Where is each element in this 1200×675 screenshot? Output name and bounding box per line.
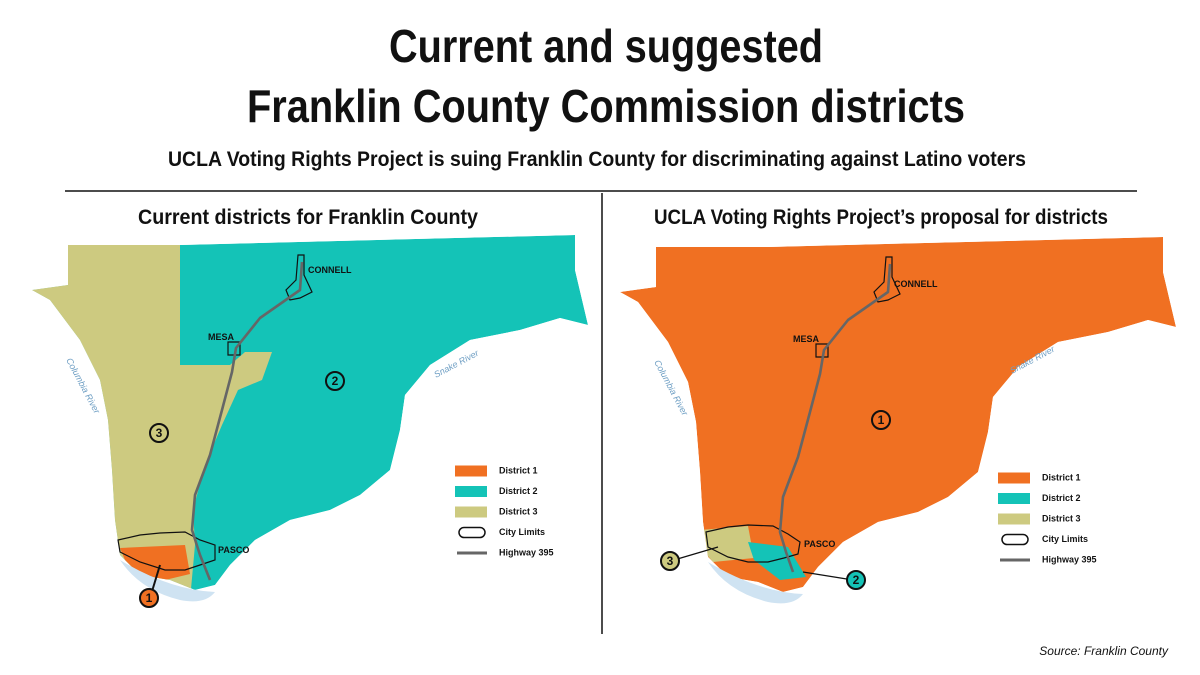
map-proposal: UCLA Voting Rights Project’s proposal fo… <box>620 206 1176 604</box>
legend-swatch <box>1001 533 1029 546</box>
legend-swatch <box>458 526 486 539</box>
legend-swatch <box>455 506 487 518</box>
subtitle: UCLA Voting Rights Project is suing Fran… <box>168 148 1026 171</box>
legend-label: District 3 <box>1042 513 1081 523</box>
river-water <box>120 560 215 602</box>
district-marker <box>149 423 169 443</box>
legend-swatch <box>998 513 1030 525</box>
legend-label: District 2 <box>1042 493 1081 503</box>
river-water <box>708 562 803 604</box>
district-number: 3 <box>156 426 163 440</box>
districts <box>32 235 588 590</box>
legend-swatch <box>455 486 487 497</box>
city-limits <box>815 343 829 358</box>
place-label: MESA <box>208 332 235 342</box>
source: Source: Franklin County <box>1039 644 1169 658</box>
legend-label: District 1 <box>499 465 538 475</box>
city-limits <box>227 341 241 356</box>
city-limits <box>285 254 313 301</box>
district-marker <box>871 410 891 430</box>
legend-label: City Limits <box>499 527 545 537</box>
title-line: Current and suggested <box>389 20 823 72</box>
city-limits <box>873 256 901 303</box>
legend-label: District 1 <box>1042 472 1081 482</box>
district-number: 2 <box>332 374 339 388</box>
legend: District 1 District 2 District 3 City Limit… <box>455 465 554 557</box>
title-line: Franklin County Commission districts <box>247 80 965 132</box>
place-label: CONNELL <box>308 265 352 275</box>
map-title: Current districts for Franklin County <box>138 206 478 229</box>
district-marker <box>660 551 680 571</box>
leader-line <box>802 571 854 581</box>
legend-label: Highway 395 <box>499 547 554 557</box>
district-number: 2 <box>853 573 860 587</box>
map-title: UCLA Voting Rights Project’s proposal fo… <box>654 206 1108 229</box>
district-marker <box>139 588 159 608</box>
legend-label: Highway 395 <box>1042 554 1097 564</box>
district-marker <box>325 371 345 391</box>
highway <box>190 261 304 581</box>
map-body: CONNELL MESA PASCO Columbia River Snake … <box>620 237 1176 604</box>
legend-label: District 3 <box>499 506 538 516</box>
legend-label: City Limits <box>1042 534 1088 544</box>
district-number: 3 <box>667 554 674 568</box>
city-limits <box>117 531 216 571</box>
place-label: MESA <box>793 334 820 344</box>
district-1-area <box>120 545 190 580</box>
legend-swatch <box>455 465 487 477</box>
city-limits <box>705 524 801 563</box>
legend-label: District 2 <box>499 486 538 496</box>
legend-swatch <box>998 472 1030 484</box>
place-label: PASCO <box>804 539 835 549</box>
district-marker <box>846 570 866 590</box>
legend-swatch <box>998 493 1030 504</box>
place-label: CONNELL <box>894 279 938 289</box>
leader-line <box>673 546 719 561</box>
place-label: PASCO <box>218 545 249 555</box>
map-current: Current districts for Franklin County CO… <box>32 206 588 608</box>
district-3-area <box>700 526 754 562</box>
highway <box>778 263 892 573</box>
district-number: 1 <box>146 591 153 605</box>
legend: District 1 District 2 District 3 City Limit… <box>998 472 1097 564</box>
district-number: 1 <box>878 413 885 427</box>
